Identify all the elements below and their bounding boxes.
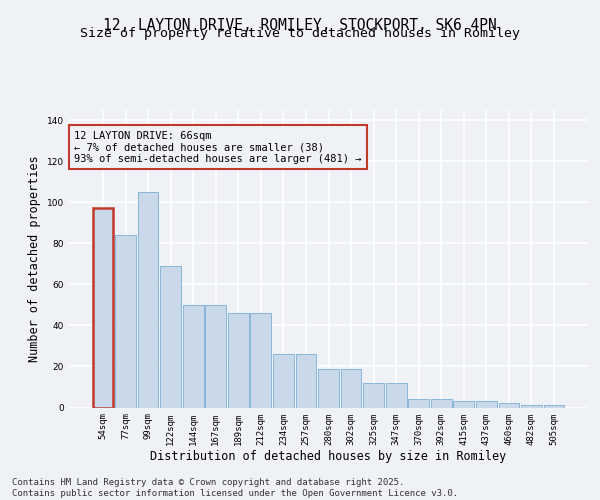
Bar — [386, 383, 407, 407]
Bar — [521, 406, 542, 407]
Bar — [115, 235, 136, 408]
Bar — [137, 192, 158, 408]
Bar — [160, 266, 181, 408]
Bar — [228, 313, 248, 408]
Text: Size of property relative to detached houses in Romiley: Size of property relative to detached ho… — [80, 28, 520, 40]
Bar — [183, 305, 203, 408]
Text: 12 LAYTON DRIVE: 66sqm
← 7% of detached houses are smaller (38)
93% of semi-deta: 12 LAYTON DRIVE: 66sqm ← 7% of detached … — [74, 130, 362, 164]
Bar — [296, 354, 316, 408]
Bar — [250, 313, 271, 408]
Bar — [431, 400, 452, 407]
X-axis label: Distribution of detached houses by size in Romiley: Distribution of detached houses by size … — [151, 450, 506, 463]
Y-axis label: Number of detached properties: Number of detached properties — [28, 156, 41, 362]
Text: 12, LAYTON DRIVE, ROMILEY, STOCKPORT, SK6 4PN: 12, LAYTON DRIVE, ROMILEY, STOCKPORT, SK… — [103, 18, 497, 32]
Bar — [92, 208, 113, 408]
Bar — [409, 400, 429, 407]
Bar — [499, 404, 520, 407]
Bar — [476, 402, 497, 407]
Bar — [341, 368, 361, 408]
Bar — [363, 383, 384, 407]
Bar — [454, 402, 474, 407]
Bar — [318, 368, 339, 408]
Bar — [544, 406, 565, 407]
Bar — [273, 354, 294, 408]
Text: Contains HM Land Registry data © Crown copyright and database right 2025.
Contai: Contains HM Land Registry data © Crown c… — [12, 478, 458, 498]
Bar — [205, 305, 226, 408]
